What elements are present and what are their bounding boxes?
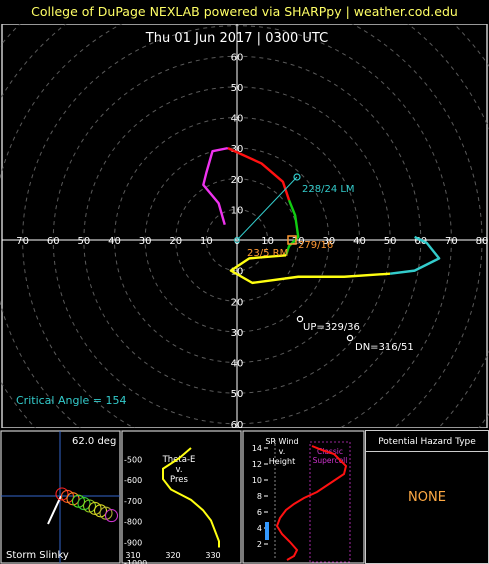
y-tick-label: 60 — [231, 420, 244, 428]
y-tick-label: 40 — [231, 114, 244, 125]
slinky-circle — [93, 504, 108, 518]
slinky-circle — [55, 487, 69, 501]
y-tick-label: 50 — [231, 389, 244, 400]
x-tick-label: 10 — [200, 236, 213, 247]
y-tick-label: 40 — [231, 359, 244, 370]
x-tick-label: 20 — [292, 236, 305, 247]
slinky-circle — [60, 489, 75, 503]
theta-tick-label: -1000 — [124, 559, 147, 564]
hodograph-segment — [284, 199, 300, 256]
slinky-circle — [88, 501, 102, 515]
rm-label: 23/5 RM — [247, 248, 288, 259]
x-tick-label: 60 — [414, 236, 427, 247]
origin-marker — [234, 237, 240, 243]
x-tick-label: 60 — [47, 236, 60, 247]
hodograph-segment — [229, 254, 391, 285]
hodograph-title: Thu 01 Jun 2017 | 0300 UTC — [145, 31, 328, 46]
slinky-label: Storm Slinky — [6, 550, 69, 561]
theta-x-tick: 310 — [125, 551, 140, 560]
y-tick-label: 30 — [231, 328, 244, 339]
sr-tick-label: 8 — [257, 492, 262, 501]
hodograph-segment — [202, 146, 229, 226]
x-tick-label: 80 — [476, 236, 489, 247]
slinky-angle: 62.0 deg — [72, 436, 116, 447]
up-marker — [296, 315, 304, 323]
sr-tick-label: 4 — [257, 524, 262, 533]
hodograph-segment — [389, 235, 441, 275]
y-tick-label: 20 — [231, 175, 244, 186]
x-tick-label: 40 — [353, 236, 366, 247]
sr-classic-2: Supercell — [313, 456, 348, 465]
theta-tick-label: -700 — [124, 497, 142, 506]
slinky-circle — [82, 499, 97, 513]
slinky-circle — [71, 494, 86, 508]
sr-tick-label: 14 — [252, 444, 262, 453]
lm-marker — [293, 173, 301, 181]
y-tick-label: 30 — [231, 144, 244, 155]
theta-tick-label: -500 — [124, 455, 142, 464]
sr-tick-label: 2 — [257, 540, 262, 549]
theta-title-2: v. — [175, 465, 182, 475]
hazard-panel: Potential Hazard Type NONE — [365, 430, 489, 564]
theta-x-tick: 330 — [205, 551, 220, 560]
sr-title-1: SR Wind — [265, 437, 298, 446]
x-tick-label: 50 — [384, 236, 397, 247]
theta-e-profile — [162, 447, 220, 548]
classic-supercell-box — [309, 441, 351, 563]
sr-title-3: Height — [269, 457, 295, 466]
theta-x-tick: 320 — [165, 551, 180, 560]
critical-angle-label: Critical Angle = 154 — [16, 394, 126, 407]
dn-marker — [346, 334, 354, 342]
slinky-circle — [104, 509, 119, 523]
sr-tick-label: 12 — [252, 460, 262, 469]
range-ring — [0, 24, 489, 428]
sr-title-2: v. — [279, 447, 286, 456]
sr-wind-profile — [275, 445, 348, 561]
theta-tick-label: -600 — [124, 476, 142, 485]
rm-marker — [287, 235, 297, 245]
hodograph-chart: 807060504030201001020304050607080 102030… — [0, 24, 489, 428]
x-tick-label: 70 — [445, 236, 458, 247]
y-tick-label: 20 — [231, 297, 244, 308]
dn-label: DN=316/51 — [355, 342, 414, 353]
x-tick-label: 0 — [234, 236, 240, 247]
mean-wind-label: 279/16 — [298, 240, 333, 251]
sr-classic-1: Classic — [317, 447, 343, 456]
y-tick-label: 50 — [231, 83, 244, 94]
x-tick-label: 10 — [261, 236, 274, 247]
x-tick-label: 30 — [323, 236, 336, 247]
theta-title-1: Theta-E — [162, 455, 196, 465]
y-tick-label: 10 — [231, 205, 244, 216]
slinky-circle — [77, 497, 91, 511]
sr-wind-panel: 2 4 6 8 10 12 14 SR Wind v. Height Classic Sup… — [242, 430, 365, 564]
x-tick-label: 40 — [108, 236, 121, 247]
x-tick-label: 30 — [139, 236, 152, 247]
theta-tick-label: -800 — [124, 518, 142, 527]
slinky-vector — [47, 495, 62, 525]
lm-label: 228/24 LM — [302, 184, 355, 195]
storm-slinky-panel: 62.0 deg Storm Slinky — [0, 430, 121, 564]
x-tick-label: 20 — [169, 236, 182, 247]
header-banner: College of DuPage NEXLAB powered via SHA… — [31, 4, 458, 19]
sr-tick-label: 6 — [257, 508, 262, 517]
y-tick-label: 10 — [231, 267, 244, 278]
range-ring — [0, 24, 489, 428]
x-tick-label: 70 — [16, 236, 29, 247]
slinky-circle — [99, 506, 113, 520]
y-tick-label: 60 — [231, 52, 244, 63]
hodograph-segment — [227, 147, 291, 201]
hazard-value: NONE — [408, 490, 446, 505]
up-label: UP=329/36 — [303, 322, 360, 333]
theta-tick-label: -900 — [124, 538, 142, 547]
slinky-circle — [66, 492, 80, 506]
hazard-title: Potential Hazard Type — [366, 431, 488, 452]
x-tick-label: 50 — [78, 236, 91, 247]
theta-title-3: Pres — [170, 475, 189, 485]
sr-tick-label: 10 — [252, 476, 262, 485]
